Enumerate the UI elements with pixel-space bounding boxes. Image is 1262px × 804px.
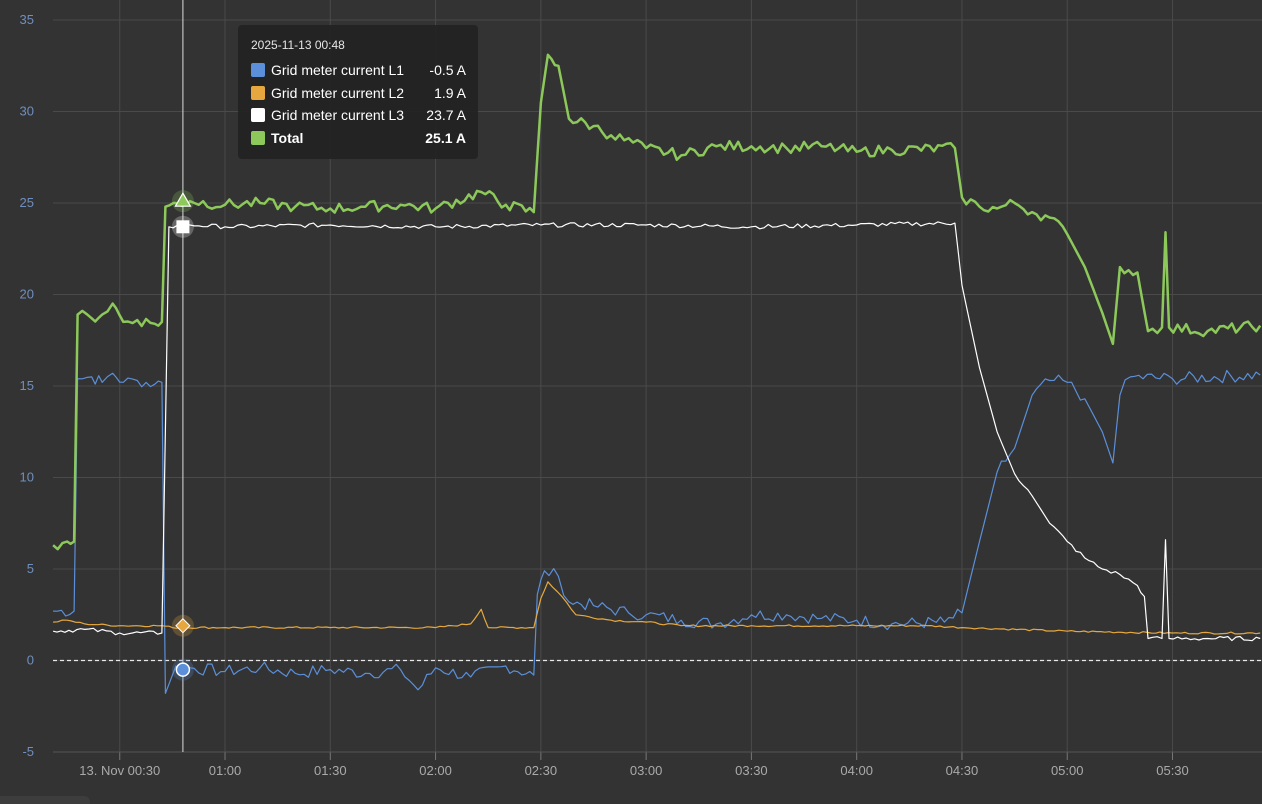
marker-square bbox=[176, 220, 190, 234]
series-line-2 bbox=[53, 581, 1261, 635]
tooltip-value-total: 25.1 A bbox=[425, 129, 466, 146]
x-tick-label: 13. Nov 00:30 bbox=[79, 763, 160, 778]
y-tick-label: 30 bbox=[20, 104, 34, 119]
tooltip-value-l2: 1.9 A bbox=[434, 84, 466, 101]
x-tick-label: 01:00 bbox=[209, 763, 242, 778]
x-tick-label: 04:00 bbox=[840, 763, 873, 778]
y-tick-label: 35 bbox=[20, 12, 34, 27]
marker-circle bbox=[175, 662, 191, 677]
tooltip-name-l3: Grid meter current L3 bbox=[271, 107, 405, 124]
tooltip-row-l2: Grid meter current L2 1.9 A bbox=[251, 82, 466, 105]
y-tick-label: 15 bbox=[20, 378, 34, 393]
y-tick-label: 5 bbox=[27, 561, 34, 576]
tooltip-swatch-l2 bbox=[251, 85, 265, 100]
tooltip-value-l1: -0.5 A bbox=[429, 62, 466, 79]
y-tick-label: 20 bbox=[20, 287, 34, 302]
x-tick-label: 02:00 bbox=[419, 763, 452, 778]
tooltip-name-total: Total bbox=[271, 129, 304, 146]
y-tick-label: -5 bbox=[22, 744, 34, 759]
tooltip-name-l1: Grid meter current L1 bbox=[271, 62, 405, 79]
tooltip-swatch-l3 bbox=[251, 108, 265, 123]
chart-tooltip: 2025-11-13 00:48 Grid meter current L1 -… bbox=[238, 25, 478, 159]
x-tick-label: 05:00 bbox=[1051, 763, 1084, 778]
tooltip-row-l1: Grid meter current L1 -0.5 A bbox=[251, 59, 466, 82]
marker-diamond bbox=[175, 618, 191, 634]
x-axis-ticks: 13. Nov 00:30 01:00 01:30 02:00 02:30 03:00 03… bbox=[53, 751, 1262, 778]
x-tick-label: 01:30 bbox=[314, 763, 347, 778]
series-line-3 bbox=[52, 221, 1261, 642]
tooltip-value-l3: 23.7 A bbox=[426, 107, 466, 124]
scroll-handle[interactable] bbox=[0, 796, 90, 804]
x-tick-label: 02:30 bbox=[525, 763, 558, 778]
tooltip-swatch-l1 bbox=[251, 63, 265, 78]
tooltip-swatch-total bbox=[251, 130, 265, 145]
x-tick-label: 05:30 bbox=[1156, 763, 1189, 778]
x-tick-label: 03:30 bbox=[735, 763, 768, 778]
tooltip-name-l2: Grid meter current L2 bbox=[271, 84, 405, 101]
y-tick-label: 25 bbox=[20, 195, 34, 210]
tooltip-row-l3: Grid meter current L3 23.7 A bbox=[251, 104, 466, 127]
x-tick-label: 03:00 bbox=[630, 763, 663, 778]
series-line-1 bbox=[53, 369, 1261, 694]
marker-triangle bbox=[174, 191, 192, 207]
y-tick-label: 10 bbox=[20, 470, 34, 485]
y-axis-ticks: -5 0 5 10 15 20 25 30 35 bbox=[20, 12, 34, 759]
chart-grid bbox=[53, 0, 1262, 753]
y-tick-label: 0 bbox=[27, 653, 34, 668]
tooltip-time: 2025-11-13 00:48 bbox=[251, 38, 345, 52]
x-tick-label: 04:30 bbox=[946, 763, 979, 778]
tooltip-row-total: Total 25.1 A bbox=[251, 127, 466, 150]
series-markers bbox=[171, 190, 194, 681]
series-line-4 bbox=[52, 53, 1262, 551]
series-lines bbox=[52, 53, 1262, 694]
